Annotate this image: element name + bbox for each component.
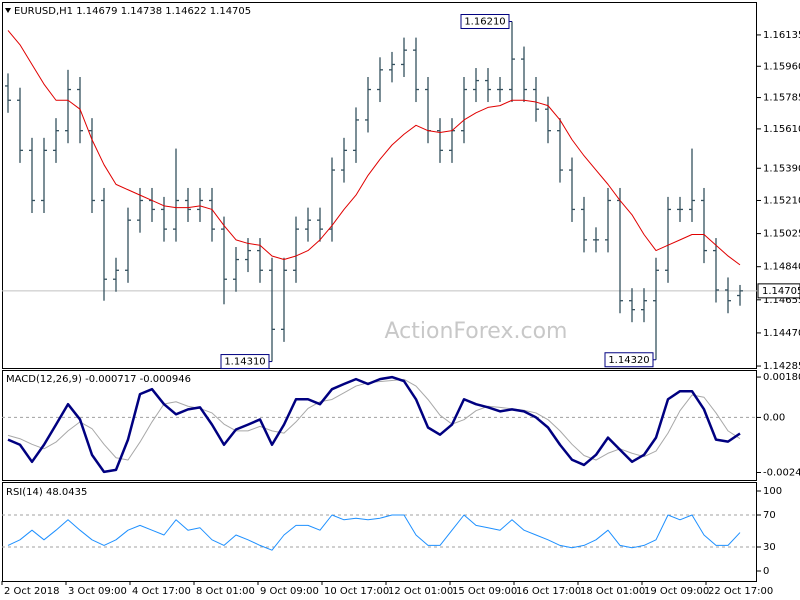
x-tick-label: 3 Oct 09:00 <box>68 586 127 597</box>
x-tick-label: 18 Oct 01:00 <box>580 586 645 597</box>
y-tick-label: 1.15785 <box>763 93 800 104</box>
y-tick-label: 1.16135 <box>763 30 800 41</box>
y-tick-label: 1.14285 <box>763 361 800 372</box>
annotation-box <box>220 354 270 370</box>
y-tick-label: 70 <box>763 510 776 521</box>
rsi-line <box>7 514 741 551</box>
macd-main-line <box>7 375 741 474</box>
x-tick-label: 8 Oct 01:00 <box>196 586 255 597</box>
last-price-label: 1.14705 <box>762 286 800 297</box>
y-tick-label: 1.15960 <box>763 61 800 72</box>
y-tick-label: 1.15610 <box>763 124 800 135</box>
y-tick-label: 1.14840 <box>763 262 800 273</box>
y-tick-label: -0.002458 <box>763 468 800 479</box>
y-tick-label: 1.15390 <box>763 163 800 174</box>
x-tick-label: 4 Oct 17:00 <box>132 586 191 597</box>
annotation-label: 1.14320 <box>608 355 649 366</box>
macd-signal-line <box>7 378 741 461</box>
moving-average-line <box>7 30 741 266</box>
last-price-box <box>757 283 800 299</box>
rsi-panel-frame <box>2 482 757 582</box>
annotation-box <box>604 352 654 368</box>
y-tick-label: 0 <box>763 566 769 577</box>
x-tick-label: 9 Oct 09:00 <box>260 586 319 597</box>
y-tick-label: 1.15210 <box>763 195 800 206</box>
annotation-label: 1.14310 <box>224 357 265 368</box>
y-tick-label: 1.14470 <box>763 328 800 339</box>
price-panel-frame <box>2 2 757 369</box>
x-tick-label: 16 Oct 17:00 <box>516 586 581 597</box>
y-tick-label: 30 <box>763 542 776 553</box>
watermark: ActionForex.com <box>385 319 568 344</box>
x-tick-label: 2 Oct 2018 <box>4 586 59 597</box>
y-tick-label: 0.001801 <box>763 372 800 383</box>
rsi-title: RSI(14) 48.0435 <box>6 487 87 498</box>
x-tick-label: 15 Oct 09:00 <box>452 586 517 597</box>
y-tick-label: 0.00 <box>763 412 785 423</box>
annotation-label: 1.16210 <box>464 17 505 28</box>
x-tick-label: 10 Oct 17:00 <box>324 586 389 597</box>
symbol-icon <box>5 8 11 13</box>
x-tick-label: 12 Oct 01:00 <box>388 586 453 597</box>
annotation-box <box>460 14 510 30</box>
price-title: EURUSD,H1 1.14679 1.14738 1.14622 1.1470… <box>14 6 251 17</box>
y-tick-label: 100 <box>763 486 782 497</box>
x-tick-label: 19 Oct 09:00 <box>644 586 709 597</box>
macd-panel-frame <box>2 370 757 481</box>
y-tick-label: 1.15025 <box>763 229 800 240</box>
y-tick-label: 1.14655 <box>763 295 800 306</box>
x-tick-label: 22 Oct 17:00 <box>708 586 773 597</box>
macd-title: MACD(12,26,9) -0.000717 -0.000946 <box>6 374 191 385</box>
